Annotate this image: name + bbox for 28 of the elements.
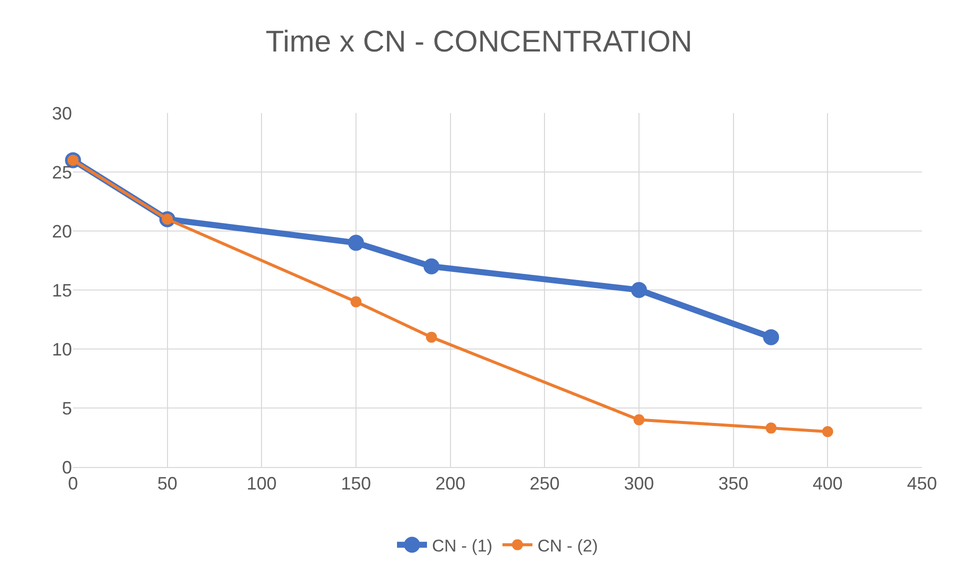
- x-tick-label: 200: [435, 474, 466, 494]
- y-tick-label: 20: [52, 221, 72, 242]
- point: [631, 282, 647, 298]
- x-tick-label: 300: [624, 474, 654, 494]
- point: [763, 329, 780, 346]
- point: [822, 426, 834, 438]
- x-tick-label: 350: [718, 474, 748, 494]
- point: [426, 332, 437, 343]
- legend-label: CN - (2): [537, 536, 598, 556]
- y-tick-label: 0: [62, 457, 72, 478]
- x-tick-label: 150: [340, 474, 372, 494]
- legend-label: CN - (1): [432, 536, 492, 556]
- y-tick-label: 5: [62, 398, 72, 418]
- x-tick-label: 50: [157, 474, 178, 494]
- y-tick-label: 25: [52, 162, 72, 182]
- chart-title: Time x CN - CONCENTRATION: [266, 25, 692, 58]
- point: [348, 234, 364, 251]
- x-tick-label: 100: [246, 474, 277, 494]
- point: [766, 422, 777, 434]
- x-tick-label: 400: [812, 474, 843, 494]
- y-tick-label: 30: [52, 103, 72, 124]
- point: [634, 414, 644, 426]
- y-tick-label: 15: [52, 280, 72, 300]
- point: [350, 296, 362, 308]
- x-tick-label: 250: [530, 474, 560, 494]
- x-tick-label: 450: [906, 474, 938, 494]
- y-tick-label: 10: [52, 339, 72, 360]
- point: [423, 258, 440, 274]
